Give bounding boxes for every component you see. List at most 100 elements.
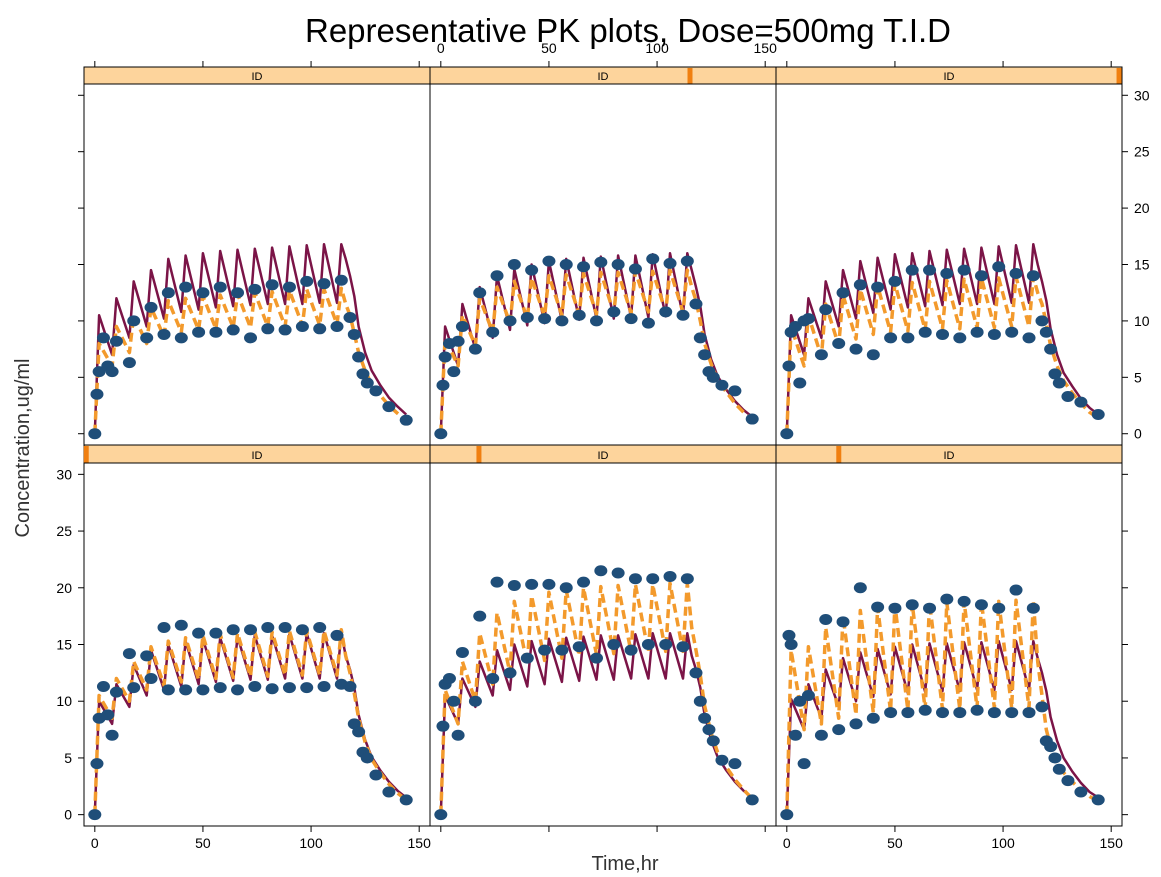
individual-prediction-line — [439, 581, 754, 815]
observed-point — [382, 786, 396, 798]
observed-point — [525, 578, 539, 590]
observed-point — [313, 323, 327, 335]
observed-point — [814, 349, 828, 361]
observed-point — [659, 306, 673, 318]
observed-point — [607, 306, 621, 318]
observed-point — [888, 602, 902, 614]
observed-point — [611, 259, 625, 270]
observed-point — [832, 337, 846, 349]
population-prediction-line — [785, 639, 1099, 815]
observed-point — [1052, 763, 1066, 775]
panel-data — [88, 619, 413, 821]
observed-point — [161, 684, 175, 696]
observed-point — [455, 646, 469, 658]
individual-prediction-line — [439, 268, 754, 434]
observed-point — [745, 794, 759, 806]
observed-point — [819, 614, 833, 626]
observed-point — [369, 385, 383, 397]
observed-point — [953, 332, 967, 344]
observed-point — [1091, 794, 1105, 806]
y-tick-label: 0 — [1134, 426, 1142, 442]
observed-point — [784, 639, 798, 650]
observed-point — [1061, 390, 1075, 402]
observed-point — [174, 619, 188, 631]
x-tick-label: 100 — [645, 40, 669, 56]
panel-top-3: ID 0 5 10 15 20 25 30 — [775, 61, 1150, 446]
observed-point — [1048, 752, 1062, 764]
observed-point — [646, 253, 660, 265]
observed-point — [105, 729, 119, 741]
observed-point — [434, 809, 448, 821]
observed-point — [871, 601, 885, 613]
observed-point — [607, 639, 621, 650]
observed-point — [520, 652, 534, 664]
observed-point — [702, 724, 716, 736]
observed-point — [507, 259, 521, 270]
observed-point — [140, 332, 154, 344]
observed-point — [438, 351, 452, 363]
strip-level-marker — [836, 446, 842, 463]
observed-point — [745, 413, 759, 425]
observed-point — [832, 724, 846, 736]
y-axis-label: Concentration,ug/ml — [12, 359, 34, 538]
observed-point — [503, 667, 517, 679]
observed-point — [352, 726, 366, 738]
observed-point — [447, 695, 461, 707]
observed-point — [244, 332, 258, 344]
observed-point — [468, 343, 482, 355]
x-tick-label: 100 — [299, 835, 323, 851]
observed-point — [793, 377, 807, 389]
observed-point — [369, 769, 383, 781]
observed-point — [282, 682, 296, 694]
x-tick-label: 150 — [754, 40, 778, 56]
observed-point — [343, 680, 357, 692]
observed-point — [680, 573, 694, 585]
observed-point — [1044, 741, 1058, 753]
observed-point — [542, 578, 556, 590]
population-prediction-line — [785, 242, 1099, 434]
observed-point — [728, 758, 742, 770]
observed-point — [901, 707, 915, 719]
observed-point — [663, 257, 677, 269]
observed-point — [356, 368, 370, 380]
observed-point — [970, 704, 984, 716]
observed-point — [974, 599, 988, 611]
observed-point — [468, 695, 482, 707]
panel-data — [434, 565, 759, 821]
observed-point — [88, 809, 102, 821]
observed-point — [473, 610, 487, 622]
observed-point — [490, 270, 504, 282]
strip-level-marker — [476, 446, 482, 463]
observed-point — [689, 667, 703, 679]
observed-point — [343, 312, 357, 324]
observed-point — [127, 315, 141, 327]
observed-point — [706, 735, 720, 747]
chart-title: Representative PK plots, Dose=500mg T.I.… — [305, 12, 951, 49]
observed-point — [295, 624, 309, 636]
observed-point — [231, 684, 245, 696]
x-tick-label: 0 — [91, 835, 99, 851]
observed-point — [611, 567, 625, 579]
observed-point — [520, 312, 534, 324]
observed-point — [663, 570, 677, 582]
observed-point — [334, 274, 348, 286]
observed-point — [525, 264, 539, 276]
observed-point — [594, 565, 608, 577]
observed-point — [974, 270, 988, 282]
observed-point — [676, 641, 690, 653]
observed-point — [693, 332, 707, 344]
observed-point — [265, 683, 279, 695]
observed-point — [1035, 315, 1049, 327]
observed-point — [1044, 343, 1058, 355]
observed-point — [689, 298, 703, 310]
observed-point — [555, 644, 569, 656]
observed-point — [122, 648, 136, 660]
observed-point — [1005, 326, 1019, 338]
observed-point — [559, 259, 573, 270]
y-tick-label: 5 — [1134, 369, 1142, 385]
panel-bottom-3: ID 0 50 100 150 — [775, 444, 1128, 851]
observed-point — [866, 712, 880, 724]
observed-point — [140, 650, 154, 662]
observed-point — [849, 343, 863, 355]
observed-point — [594, 256, 608, 268]
